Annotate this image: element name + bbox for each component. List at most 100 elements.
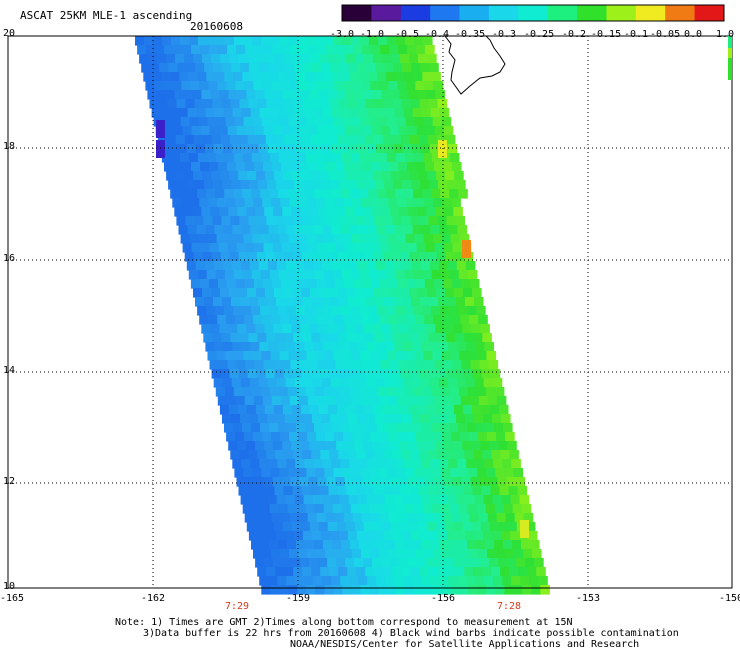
swath-cell: [329, 216, 339, 226]
swath-cell: [286, 576, 296, 586]
footer-note-line1: Note: 1) Times are GMT 2)Times along bot…: [115, 617, 573, 628]
swath-cell: [238, 54, 248, 64]
swath-cell: [309, 90, 319, 100]
swath-cell: [163, 81, 173, 91]
swath-cell: [451, 396, 462, 406]
swath-cell: [505, 432, 515, 442]
swath-cell: [393, 495, 404, 505]
swath-cell: [262, 513, 273, 523]
swath-cell: [433, 81, 443, 91]
swath-cell: [371, 360, 382, 370]
swath-cell: [314, 387, 325, 397]
swath-cell: [338, 333, 348, 343]
swath-cell: [442, 432, 452, 442]
swath-cell: [195, 261, 206, 271]
swath-cell: [213, 144, 224, 154]
swath-cell: [258, 297, 268, 307]
swath-cell: [527, 567, 537, 577]
swath-cell: [450, 234, 461, 244]
swath-cell: [250, 108, 261, 118]
swath-cell: [377, 189, 387, 199]
swath-cell: [285, 297, 295, 307]
swath-cell: [263, 243, 274, 253]
swath-cell: [310, 54, 320, 64]
swath-cell: [465, 261, 476, 271]
swath-cell: [223, 342, 233, 352]
swath-cell: [239, 450, 249, 460]
swath-cell: [442, 549, 452, 559]
swath-cell: [269, 306, 279, 316]
swath-cell: [390, 207, 400, 217]
swath-cell: [209, 360, 220, 370]
swath-cell: [445, 171, 455, 181]
swath-cell: [383, 99, 394, 109]
swath-cell: [326, 126, 337, 136]
swath-cell: [244, 396, 255, 406]
swath-cell: [375, 414, 385, 424]
swath-cell: [423, 468, 433, 478]
swath-cell: [277, 459, 287, 469]
swath-cell: [231, 414, 241, 424]
swath-cell: [272, 477, 283, 487]
swath-cell: [230, 216, 240, 226]
swath-cell: [467, 387, 478, 397]
swath-cell: [404, 387, 415, 397]
swath-cell: [204, 144, 215, 154]
swath-cell: [477, 468, 487, 478]
swath-cell: [461, 360, 472, 370]
swath-cell: [257, 567, 267, 577]
swath-cell: [292, 486, 303, 496]
swath-cell: [332, 504, 343, 514]
swath-cell: [448, 576, 458, 586]
swath-cell: [379, 549, 389, 559]
swath-cell: [271, 396, 282, 406]
swath-cell: [314, 306, 324, 316]
swath-cell: [386, 423, 396, 433]
swath-cell: [338, 99, 349, 109]
swath-cell: [465, 297, 475, 307]
swath-cell: [249, 378, 260, 388]
swath-cell: [387, 351, 398, 361]
swath-cell: [250, 459, 260, 469]
swath-cell: [198, 117, 209, 127]
swath-cell: [507, 441, 517, 451]
swath-cell: [498, 441, 508, 451]
swath-cell: [357, 378, 368, 388]
swath-cell: [432, 351, 443, 361]
swath-cell: [347, 567, 357, 577]
swath-cell: [497, 477, 508, 487]
swath-cell: [389, 126, 400, 136]
swath-cell: [361, 81, 371, 91]
swath-cell: [368, 189, 378, 199]
swath-cell: [362, 126, 373, 136]
swath-cell: [282, 522, 293, 532]
swath-cell: [294, 378, 305, 388]
swath-cell: [268, 225, 279, 235]
swath-cell: [288, 468, 298, 478]
swath-cell: [177, 144, 188, 154]
swath-cell: [366, 261, 377, 271]
swath-cell: [328, 135, 339, 145]
swath-cell: [317, 45, 327, 55]
swath-cell: [240, 378, 251, 388]
swath-cell: [493, 459, 503, 469]
swath-cell: [286, 108, 297, 118]
swath-cell: [440, 540, 450, 550]
swath-cell: [266, 99, 277, 109]
swath-cell: [289, 315, 299, 325]
swath-cell: [260, 387, 271, 397]
swath-cell: [359, 504, 370, 514]
swath-cell: [255, 441, 265, 451]
swath-cell: [274, 54, 284, 64]
swath-cell: [307, 315, 317, 325]
swath-cell: [162, 36, 172, 46]
swath-cell: [379, 81, 389, 91]
swath-cell: [485, 504, 496, 514]
swath-cell: [348, 144, 359, 154]
swath-cell: [477, 351, 488, 361]
swath-cell: [180, 234, 191, 244]
swath-cell: [319, 369, 330, 379]
swath-cell: [219, 324, 229, 334]
swath-cell: [446, 531, 457, 541]
swath-cell: [413, 72, 423, 82]
